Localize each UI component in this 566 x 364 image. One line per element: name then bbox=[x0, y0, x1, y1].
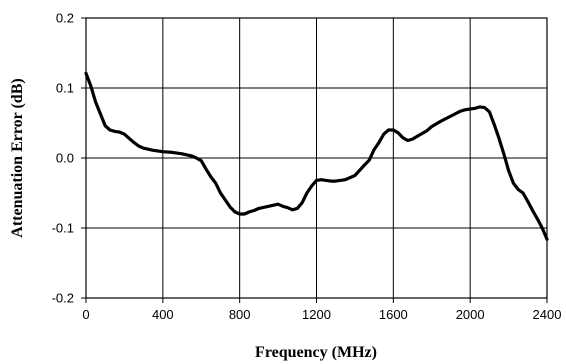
x-tick-label: 1200 bbox=[302, 307, 331, 322]
y-tick-label: 0.2 bbox=[56, 11, 74, 26]
x-tick-label: 400 bbox=[152, 307, 174, 322]
x-tick-label: 2400 bbox=[533, 307, 562, 322]
y-axis-label: Attenuation Error (dB) bbox=[9, 78, 26, 237]
y-tick-label: -0.2 bbox=[52, 291, 74, 306]
x-tick-label: 800 bbox=[229, 307, 251, 322]
grid-lines bbox=[81, 18, 547, 303]
y-tick-label: -0.1 bbox=[52, 221, 74, 236]
x-axis-label: Frequency (MHz) bbox=[255, 344, 377, 361]
x-tick-label: 1600 bbox=[379, 307, 408, 322]
y-tick-label: 0.1 bbox=[56, 81, 74, 96]
y-tick-label: 0.0 bbox=[56, 151, 74, 166]
x-tick-label: 0 bbox=[82, 307, 89, 322]
x-tick-label: 2000 bbox=[456, 307, 485, 322]
tick-labels: 0 400 800 1200 1600 2000 2400 -0.2 -0.1 0.0 0.1 0.2 bbox=[52, 11, 562, 323]
